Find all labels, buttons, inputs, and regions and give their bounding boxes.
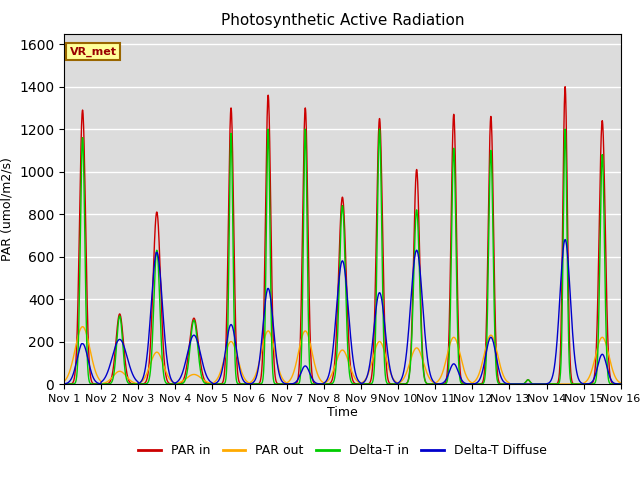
Delta-T in [371, 359, 378, 364]
Delta-T in [504, 381, 512, 387]
Delta-T Diffuse [617, 381, 625, 387]
PAR in [584, 381, 591, 387]
PAR in [617, 381, 625, 387]
Delta-T Diffuse [506, 381, 513, 387]
PAR in [371, 322, 378, 328]
PAR out [584, 377, 591, 383]
Legend: PAR in, PAR out, Delta-T in, Delta-T Diffuse: PAR in, PAR out, Delta-T in, Delta-T Dif… [133, 439, 552, 462]
Delta-T Diffuse [568, 318, 575, 324]
Text: VR_met: VR_met [70, 47, 116, 57]
PAR in [215, 381, 223, 387]
Delta-T Diffuse [584, 381, 591, 387]
Delta-T Diffuse [561, 237, 569, 242]
Delta-T in [568, 381, 575, 386]
PAR in [506, 381, 513, 387]
Line: PAR in: PAR in [64, 87, 621, 384]
PAR out [216, 372, 223, 377]
PAR in [504, 381, 512, 387]
PAR in [568, 378, 575, 384]
Delta-T in [215, 381, 223, 387]
PAR out [358, 380, 366, 385]
Title: Photosynthetic Active Radiation: Photosynthetic Active Radiation [221, 13, 464, 28]
Line: Delta-T Diffuse: Delta-T Diffuse [64, 240, 621, 384]
X-axis label: Time: Time [327, 407, 358, 420]
Delta-T in [264, 126, 272, 132]
Delta-T in [617, 381, 625, 387]
Delta-T in [506, 381, 513, 387]
PAR out [617, 380, 625, 386]
PAR out [504, 379, 512, 385]
PAR in [60, 381, 68, 387]
Delta-T Diffuse [215, 377, 223, 383]
Delta-T in [60, 381, 68, 387]
Delta-T Diffuse [504, 381, 512, 387]
Delta-T Diffuse [371, 322, 378, 327]
PAR out [79, 324, 86, 330]
PAR out [60, 379, 68, 384]
Y-axis label: PAR (umol/m2/s): PAR (umol/m2/s) [1, 157, 13, 261]
PAR in [358, 381, 366, 387]
PAR in [561, 84, 569, 90]
Delta-T Diffuse [358, 380, 366, 386]
Delta-T Diffuse [60, 381, 68, 387]
PAR out [568, 381, 575, 387]
Delta-T in [584, 381, 591, 387]
PAR out [371, 348, 378, 354]
PAR out [506, 381, 513, 387]
Line: Delta-T in: Delta-T in [64, 129, 621, 384]
Line: PAR out: PAR out [64, 327, 621, 384]
Delta-T in [358, 381, 366, 387]
